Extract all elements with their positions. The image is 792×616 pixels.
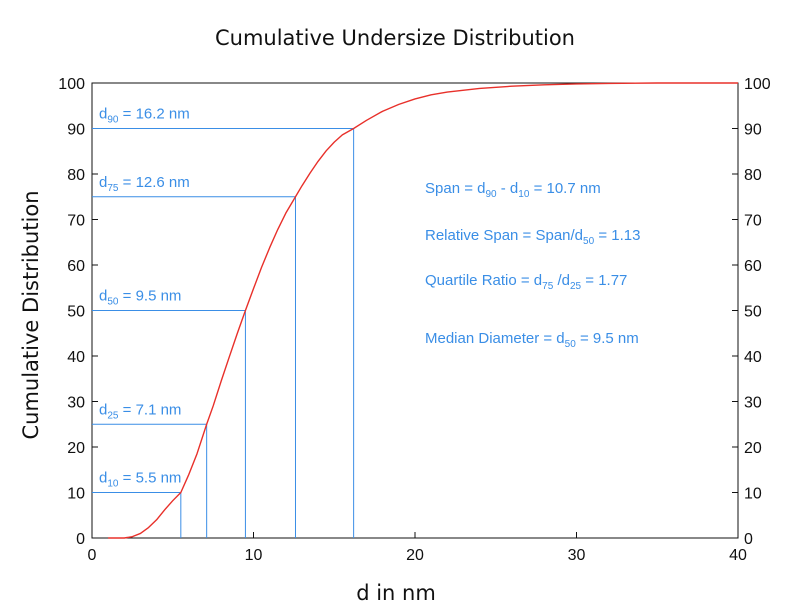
y-tick-label: 70 — [67, 213, 85, 230]
stat-text-2: Quartile Ratio = d75 /d25 = 1.77 — [425, 272, 627, 292]
marker-label-d50: d50 = 9.5 nm — [99, 288, 181, 308]
x-axis-title: d in nm — [356, 581, 436, 605]
y-tick-label: 100 — [58, 76, 85, 93]
y-tick-label: 30 — [67, 395, 85, 412]
y-tick-label-right: 90 — [744, 122, 762, 139]
marker-label-d25: d25 = 7.1 nm — [99, 401, 181, 421]
marker-label-d10: d10 = 5.5 nm — [99, 470, 181, 490]
y-tick-label-right: 20 — [744, 440, 762, 457]
y-tick-label-right: 50 — [744, 304, 762, 321]
y-axis-title: Cumulative Distribution — [19, 190, 43, 439]
x-tick-label: 20 — [406, 547, 424, 564]
cumulative-curve-line — [108, 82, 738, 539]
y-tick-label: 50 — [67, 304, 85, 321]
x-tick-label: 40 — [729, 547, 747, 564]
y-tick-label: 60 — [67, 258, 85, 275]
x-tick-label: 30 — [568, 547, 586, 564]
y-tick-label-right: 100 — [744, 76, 771, 93]
marker-label-d90: d90 = 16.2 nm — [99, 106, 190, 126]
y-tick-label-right: 0 — [744, 531, 753, 548]
y-tick-label: 10 — [67, 486, 85, 503]
chart-title: Cumulative Undersize Distribution — [215, 26, 575, 50]
stat-text-1: Relative Span = Span/d50 = 1.13 — [425, 227, 640, 247]
y-tick-label: 0 — [76, 531, 85, 548]
y-tick-label-right: 40 — [744, 349, 762, 366]
x-tick-label: 10 — [245, 547, 263, 564]
y-tick-label: 20 — [67, 440, 85, 457]
y-tick-label-right: 30 — [744, 395, 762, 412]
y-tick-label-right: 10 — [744, 486, 762, 503]
stat-text-3: Median Diameter = d50 = 9.5 nm — [425, 330, 639, 350]
x-tick-label: 0 — [88, 547, 97, 564]
y-tick-label-right: 60 — [744, 258, 762, 275]
y-tick-label-right: 70 — [744, 213, 762, 230]
y-tick-label: 80 — [67, 167, 85, 184]
stat-text-0: Span = d90 - d10 = 10.7 nm — [425, 180, 601, 200]
y-tick-label: 40 — [67, 349, 85, 366]
y-tick-label-right: 80 — [744, 167, 762, 184]
y-tick-label: 90 — [67, 122, 85, 139]
marker-label-d75: d75 = 12.6 nm — [99, 174, 190, 194]
